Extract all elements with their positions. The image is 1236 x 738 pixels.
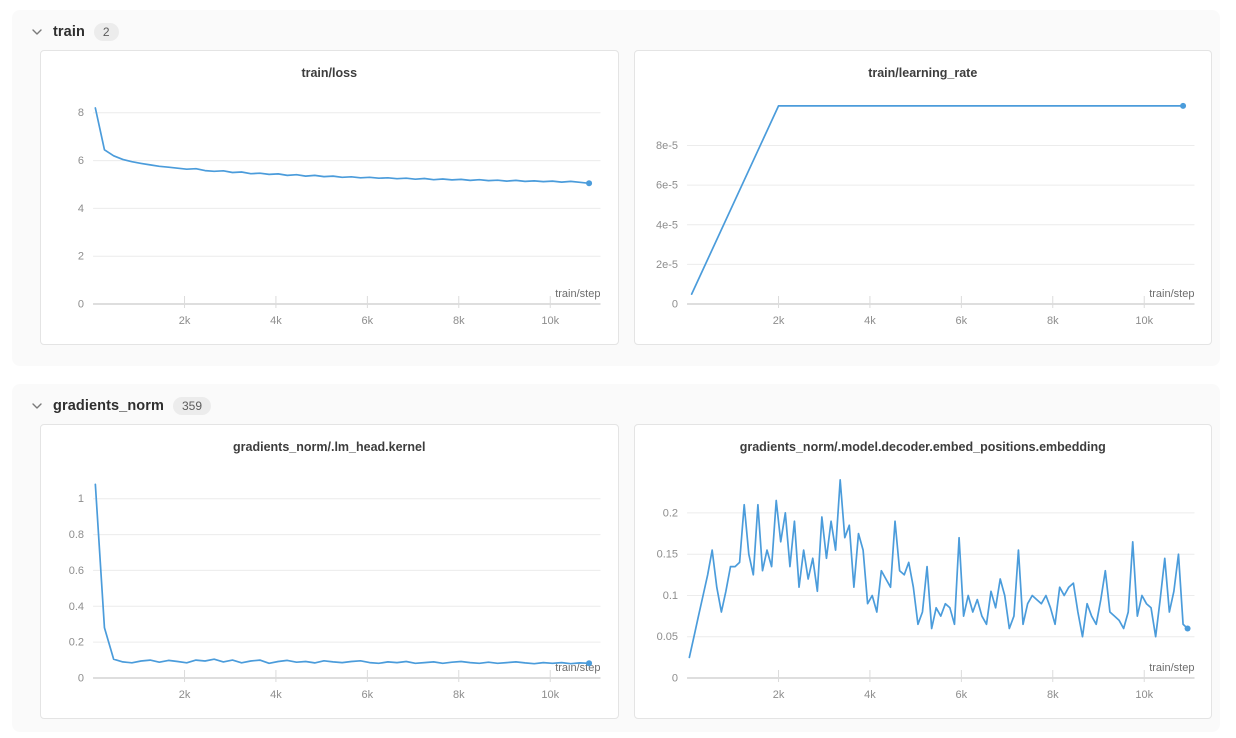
line-chart-train-loss[interactable]: 0 2 4 6 8 2k 4k 6k 8k 10k train/step [41,88,618,340]
svg-text:10k: 10k [541,689,559,701]
chart-card-embed-positions: gradients_norm/.model.decoder.embed_posi… [633,424,1212,719]
svg-text:2: 2 [78,251,84,263]
svg-text:1: 1 [78,493,84,505]
svg-text:2k: 2k [772,315,784,327]
svg-text:0.2: 0.2 [69,637,84,649]
svg-text:8e-5: 8e-5 [655,140,677,152]
charts-row: gradients_norm/.lm_head.kernel 0 0.2 0.4 0.… [12,424,1220,719]
chart-title: train/loss [301,66,358,80]
chart-card-train-learning-rate: train/learning_rate 0 2e-5 4e-5 6e-5 8e-5 2k 4… [633,50,1212,345]
svg-text:6k: 6k [955,689,967,701]
svg-text:8k: 8k [1046,315,1058,327]
svg-text:10k: 10k [541,315,559,327]
svg-text:train/step: train/step [1149,662,1194,674]
line-chart-train-learning-rate[interactable]: 0 2e-5 4e-5 6e-5 8e-5 2k 4k 6k 8k 10k train/step [635,88,1212,340]
section-train: train 2 train/loss 0 2 4 6 8 2k 4k 6k 8k 10k train… [12,10,1220,366]
svg-text:train/step: train/step [1149,288,1194,300]
svg-text:0.2: 0.2 [662,507,677,519]
svg-text:10k: 10k [1135,315,1153,327]
section-title: gradients_norm [53,398,164,414]
svg-text:2k: 2k [772,689,784,701]
section-title: train [53,24,85,40]
svg-text:6k: 6k [362,689,374,701]
chart-card-train-loss: train/loss 0 2 4 6 8 2k 4k 6k 8k 10k train/step [40,50,619,345]
svg-text:2k: 2k [179,315,191,327]
svg-text:6e-5: 6e-5 [655,180,677,192]
chart-title: gradients_norm/.lm_head.kernel [233,440,426,454]
svg-text:4k: 4k [864,315,876,327]
charts-row: train/loss 0 2 4 6 8 2k 4k 6k 8k 10k train/step tr… [12,50,1220,345]
line-chart-embed-positions[interactable]: 0 0.05 0.1 0.15 0.2 2k 4k 6k 8k 10k train/step [635,462,1212,714]
svg-text:0.1: 0.1 [662,590,677,602]
svg-text:4k: 4k [270,689,282,701]
svg-text:0: 0 [671,673,677,685]
chart-title: gradients_norm/.model.decoder.embed_posi… [739,440,1106,454]
section-count-badge: 359 [172,397,212,415]
line-chart-lm-head-kernel[interactable]: 0 0.2 0.4 0.6 0.8 1 2k 4k 6k 8k 10k train/step [41,462,618,714]
svg-text:8k: 8k [453,689,465,701]
svg-text:6: 6 [78,155,84,167]
svg-text:0: 0 [671,299,677,311]
svg-text:2e-5: 2e-5 [655,259,677,271]
section-count-badge: 2 [93,23,119,41]
svg-text:6k: 6k [362,315,374,327]
chart-card-lm-head-kernel: gradients_norm/.lm_head.kernel 0 0.2 0.4 0.… [40,424,619,719]
svg-text:4k: 4k [270,315,282,327]
svg-text:0: 0 [78,299,84,311]
section-header-gradients-norm[interactable]: gradients_norm 359 [12,384,1220,424]
svg-text:4: 4 [78,203,84,215]
svg-text:0: 0 [78,673,84,685]
svg-text:0.6: 0.6 [69,565,84,577]
svg-text:train/step: train/step [555,662,600,674]
svg-text:4e-5: 4e-5 [655,219,677,231]
svg-text:4k: 4k [864,689,876,701]
chevron-down-icon[interactable] [30,399,44,413]
svg-text:train/step: train/step [555,288,600,300]
section-gradients-norm: gradients_norm 359 gradients_norm/.lm_he… [12,384,1220,732]
section-header-train[interactable]: train 2 [12,10,1220,50]
svg-text:2k: 2k [179,689,191,701]
svg-text:8k: 8k [453,315,465,327]
svg-text:8: 8 [78,107,84,119]
svg-text:8k: 8k [1046,689,1058,701]
svg-text:0.8: 0.8 [69,529,84,541]
chart-title: train/learning_rate [868,66,978,80]
svg-text:6k: 6k [955,315,967,327]
svg-text:0.4: 0.4 [69,601,84,613]
chevron-down-icon[interactable] [30,25,44,39]
svg-text:0.15: 0.15 [656,549,677,561]
svg-text:10k: 10k [1135,689,1153,701]
svg-text:0.05: 0.05 [656,631,677,643]
